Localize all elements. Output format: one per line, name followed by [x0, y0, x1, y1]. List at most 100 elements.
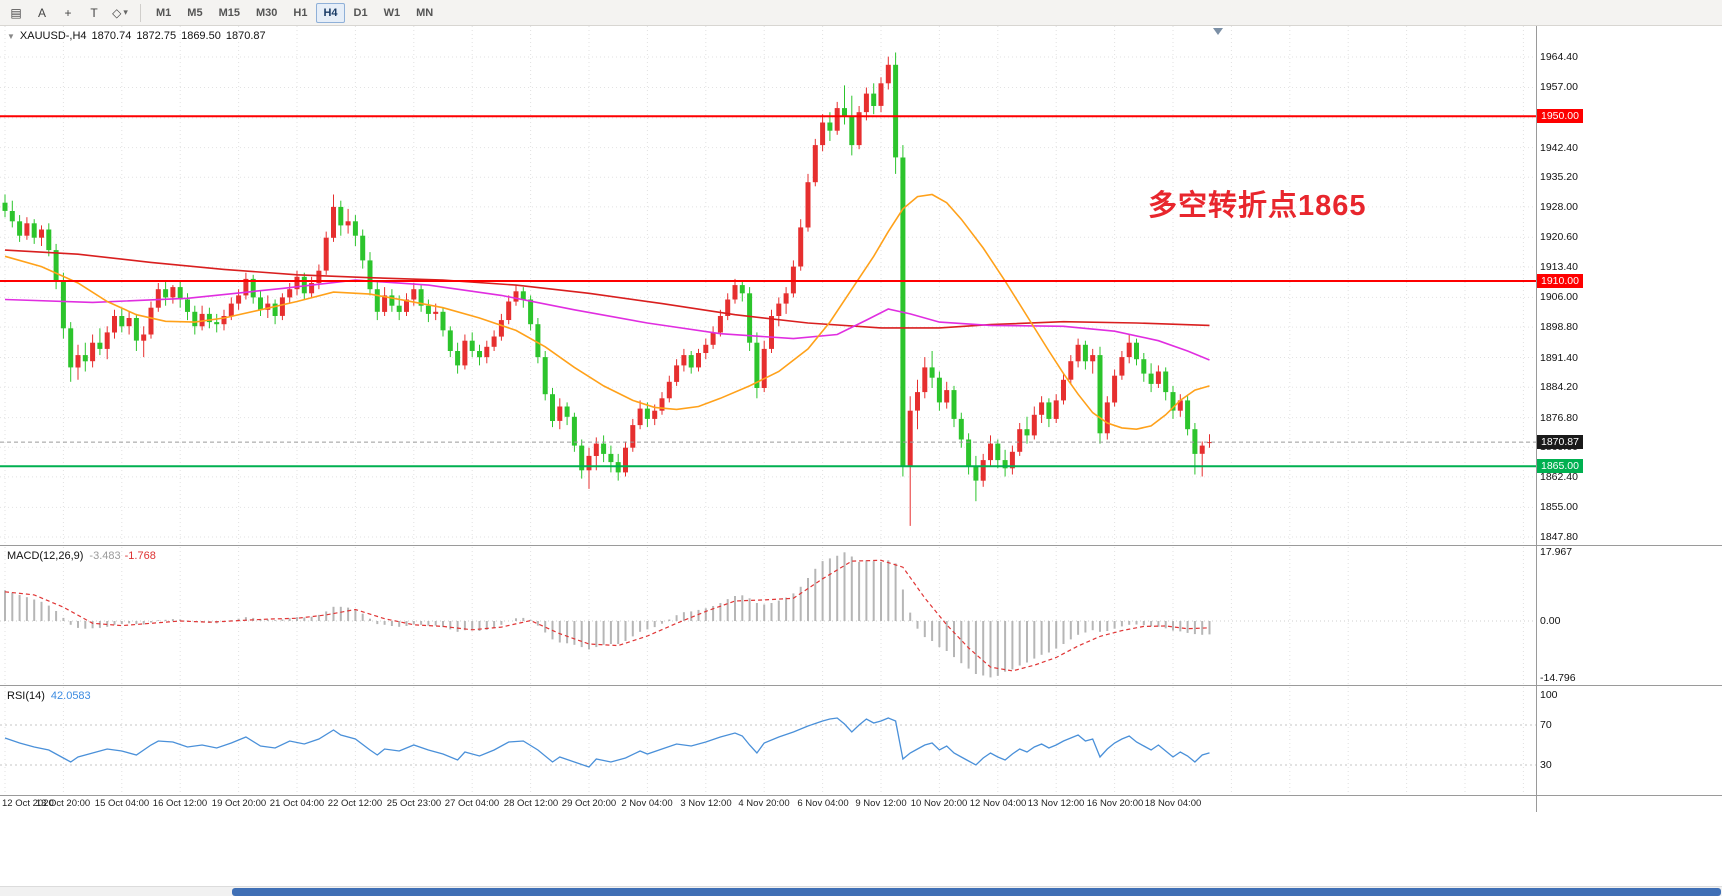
candle-body [863, 93, 869, 113]
time-axis-label: 3 Nov 12:00 [680, 798, 732, 809]
candle-body [717, 316, 723, 333]
timeframe-mn-button[interactable]: MN [409, 3, 440, 23]
candle-body [776, 303, 782, 316]
rsi-axis-label: 70 [1540, 719, 1552, 731]
price-axis-label: 1862.40 [1540, 471, 1578, 483]
candle-body [352, 221, 358, 236]
candle-body [367, 260, 373, 290]
candle-body [980, 460, 986, 481]
candle-body [710, 332, 716, 345]
timeframe-m30-button[interactable]: M30 [249, 3, 284, 23]
candle-body [1090, 355, 1096, 362]
candle-body [425, 305, 431, 314]
candle-body [827, 122, 833, 131]
candle-body [995, 443, 1001, 461]
pane-splitter-macd[interactable] [0, 545, 1722, 546]
price-axis-label: 1847.80 [1540, 531, 1578, 543]
timeframe-m15-button[interactable]: M15 [212, 3, 247, 23]
candle-body [345, 221, 351, 226]
candle-body [878, 83, 884, 106]
pane-splitter-rsi[interactable] [0, 685, 1722, 686]
candle-body [214, 322, 220, 325]
timeframe-h1-button[interactable]: H1 [286, 3, 314, 23]
candle-body [272, 303, 278, 316]
candle-body [608, 453, 614, 463]
candle-body [659, 398, 665, 411]
candle-body [75, 355, 81, 368]
time-axis-label: 29 Oct 20:00 [561, 798, 617, 809]
candle-body [725, 299, 731, 316]
time-axis[interactable]: 12 Oct 2020 13 Oct 20:00 15 Oct 04:00 16 Oc… [0, 796, 1536, 812]
crosshair-tool-button[interactable]: + [56, 2, 80, 24]
symbol-marker-icon: ▼ [7, 32, 15, 41]
candle-body [644, 408, 650, 419]
candle-body [119, 316, 125, 327]
timeframe-d1-button[interactable]: D1 [347, 3, 375, 23]
candle-body [24, 223, 30, 236]
candle-body [192, 311, 198, 327]
candle-body [338, 206, 344, 226]
candle-body [798, 227, 804, 267]
macd-value-signal: -1.768 [124, 550, 156, 562]
candle-body [199, 313, 205, 327]
scrollbar-thumb[interactable] [232, 888, 1721, 896]
candle-body [177, 287, 183, 300]
candle-body [323, 237, 329, 271]
chart-shift-icon[interactable] [1213, 28, 1223, 35]
shapes-tool-button[interactable]: ◇ ▾ [108, 2, 132, 24]
horizontal-scrollbar[interactable] [0, 886, 1722, 896]
chart-annotation[interactable]: 多空转折点1865 [1148, 190, 1367, 222]
candle-body [82, 355, 88, 362]
candle-body [1039, 402, 1045, 415]
candle-body [564, 406, 570, 417]
chevron-down-icon: ▾ [123, 7, 128, 17]
time-axis-label: 21 Oct 04:00 [269, 798, 325, 809]
ohlc-open: 1870.74 [91, 30, 132, 42]
candle-body [440, 311, 446, 331]
candle-body [462, 340, 468, 366]
candle-body [666, 381, 672, 399]
candle-body [301, 276, 307, 294]
symbol-ohlc-label: ▼ XAUUSD-,H4 1870.74 1872.75 1869.50 1870.87 [7, 30, 271, 42]
candle-body [265, 303, 271, 310]
price-axis[interactable]: 1964.401957.001949.601942.401935.201928.… [1536, 26, 1722, 812]
macd-axis-label: 17.967 [1540, 546, 1573, 558]
timeframe-h4-button[interactable]: H4 [316, 2, 345, 23]
time-axis-label: 27 Oct 04:00 [444, 798, 500, 809]
time-axis-label: 13 Nov 12:00 [1027, 798, 1085, 809]
time-axis-label: 22 Oct 12:00 [327, 798, 383, 809]
text-tool-button[interactable]: T [82, 2, 106, 24]
candle-body [68, 328, 74, 368]
timeframe-w1-button[interactable]: W1 [377, 3, 408, 23]
candle-body [104, 332, 110, 349]
cursor-tool-button[interactable]: A [30, 2, 54, 24]
candle-body [60, 281, 66, 329]
candle-body [513, 291, 519, 302]
candle-body [404, 299, 409, 312]
timeframe-m1-button[interactable]: M1 [149, 3, 178, 23]
chart-templates-button[interactable]: ▤ [4, 2, 28, 24]
text-tool-icon: T [90, 5, 98, 20]
candle-body [1009, 451, 1015, 469]
candle-body [586, 455, 592, 471]
macd-pane[interactable] [0, 547, 1536, 685]
candle-body [2, 202, 8, 211]
candle-body [696, 353, 701, 368]
candle-body [871, 93, 877, 106]
candle-body [688, 355, 694, 368]
candle-body [1126, 342, 1132, 358]
candle-body [630, 425, 636, 448]
rsi-pane[interactable] [0, 687, 1536, 795]
ma-slow-line [4, 249, 1210, 329]
timeframe-m5-button[interactable]: M5 [180, 3, 209, 23]
candle-body [674, 365, 680, 382]
candle-body [732, 285, 738, 300]
price-axis-label: 1884.20 [1540, 381, 1578, 393]
candle-body [783, 293, 789, 304]
candle-body [973, 466, 979, 481]
candle-body [389, 295, 395, 306]
price-chart-pane[interactable] [0, 26, 1536, 545]
time-axis-label: 28 Oct 12:00 [503, 798, 559, 809]
candle-body [148, 307, 154, 335]
candle-body [842, 108, 847, 117]
